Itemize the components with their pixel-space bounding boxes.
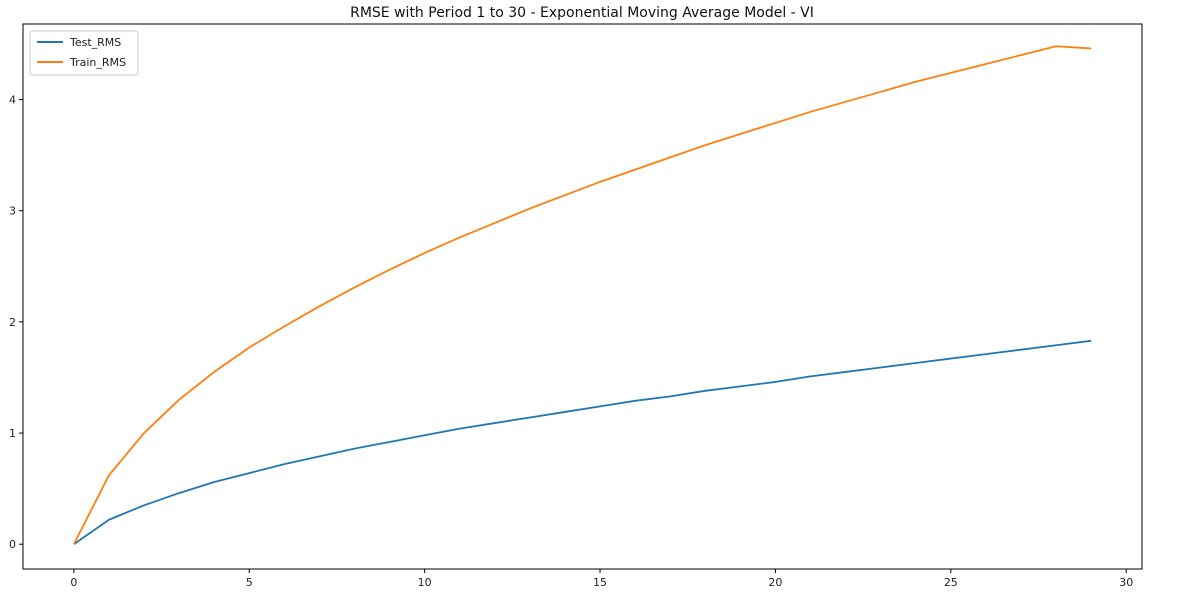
y-tick-label: 3 [9, 205, 16, 218]
legend-label: Train_RMS [69, 56, 126, 69]
plot-area-frame [22, 23, 1143, 570]
y-axis: 0 1 2 3 4 [9, 94, 23, 551]
chart-title: RMSE with Period 1 to 30 - Exponential M… [350, 5, 814, 21]
x-tick-label: 0 [70, 576, 77, 589]
y-tick-label: 4 [9, 94, 16, 107]
x-tick-label: 5 [246, 576, 253, 589]
y-tick-label: 0 [9, 538, 16, 551]
x-axis: 0 5 10 15 20 25 30 [70, 569, 1133, 589]
x-tick-label: 20 [768, 576, 782, 589]
legend-label: Test_RMS [69, 36, 121, 49]
y-tick-label: 1 [9, 427, 16, 440]
x-tick-label: 15 [593, 576, 607, 589]
series-line-test-rms [73, 339, 1092, 545]
x-tick-label: 10 [418, 576, 432, 589]
y-tick-label: 2 [9, 316, 16, 329]
series-line-train-rms [73, 45, 1092, 545]
series-group [73, 45, 1092, 545]
x-tick-label: 25 [944, 576, 958, 589]
legend: Test_RMS Train_RMS [29, 30, 139, 76]
x-tick-label: 30 [1119, 576, 1133, 589]
